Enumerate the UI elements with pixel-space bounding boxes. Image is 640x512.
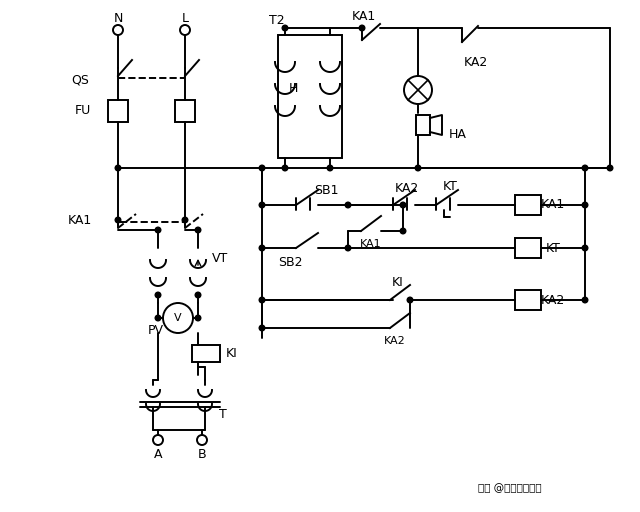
Text: FU: FU xyxy=(75,104,91,117)
Text: SB1: SB1 xyxy=(314,184,339,198)
Circle shape xyxy=(195,315,201,321)
Circle shape xyxy=(327,165,333,171)
Circle shape xyxy=(259,297,265,303)
Text: KA1: KA1 xyxy=(352,10,376,23)
Circle shape xyxy=(115,217,121,223)
Text: QS: QS xyxy=(71,74,89,87)
Circle shape xyxy=(607,165,613,171)
Bar xyxy=(515,238,541,258)
Text: T: T xyxy=(219,408,227,420)
Circle shape xyxy=(407,297,413,303)
Text: T2: T2 xyxy=(269,13,285,27)
Circle shape xyxy=(195,227,201,233)
Text: KA2: KA2 xyxy=(541,293,565,307)
Circle shape xyxy=(182,217,188,223)
Bar xyxy=(278,35,342,158)
Text: N: N xyxy=(113,11,123,25)
Text: KA2: KA2 xyxy=(384,336,406,346)
Circle shape xyxy=(282,165,288,171)
Circle shape xyxy=(582,245,588,251)
Circle shape xyxy=(155,292,161,298)
Circle shape xyxy=(259,165,265,171)
Text: KA1: KA1 xyxy=(360,239,382,249)
Text: KI: KI xyxy=(226,347,238,360)
Text: L: L xyxy=(182,11,189,25)
Text: KA1: KA1 xyxy=(68,214,92,226)
Text: KT: KT xyxy=(443,181,458,194)
Bar xyxy=(515,290,541,310)
Circle shape xyxy=(345,202,351,208)
Circle shape xyxy=(259,202,265,208)
Text: HA: HA xyxy=(449,129,467,141)
Circle shape xyxy=(195,292,201,298)
Text: A: A xyxy=(154,447,163,460)
Circle shape xyxy=(282,25,288,31)
Text: H: H xyxy=(288,81,298,95)
Circle shape xyxy=(345,245,351,251)
Circle shape xyxy=(582,202,588,208)
Circle shape xyxy=(415,165,421,171)
Text: KA2: KA2 xyxy=(464,55,488,69)
Circle shape xyxy=(400,202,406,208)
Circle shape xyxy=(582,165,588,171)
Text: KA1: KA1 xyxy=(541,199,565,211)
Text: SB2: SB2 xyxy=(278,255,302,268)
Text: KA2: KA2 xyxy=(395,181,419,195)
Text: B: B xyxy=(198,447,206,460)
Bar xyxy=(108,100,128,122)
Bar xyxy=(192,345,220,362)
Circle shape xyxy=(259,325,265,331)
Circle shape xyxy=(155,315,161,321)
Text: KT: KT xyxy=(545,242,561,254)
Bar xyxy=(416,115,430,135)
Text: 头条 @技成电工课堂: 头条 @技成电工课堂 xyxy=(478,483,542,493)
Circle shape xyxy=(582,297,588,303)
Circle shape xyxy=(259,245,265,251)
Circle shape xyxy=(115,165,121,171)
Circle shape xyxy=(359,25,365,31)
Bar xyxy=(175,100,195,122)
Text: PV: PV xyxy=(148,324,164,336)
Text: VT: VT xyxy=(212,251,228,265)
Circle shape xyxy=(400,228,406,234)
Bar xyxy=(515,195,541,215)
Text: V: V xyxy=(174,313,182,323)
Circle shape xyxy=(155,227,161,233)
Text: KI: KI xyxy=(392,276,404,289)
